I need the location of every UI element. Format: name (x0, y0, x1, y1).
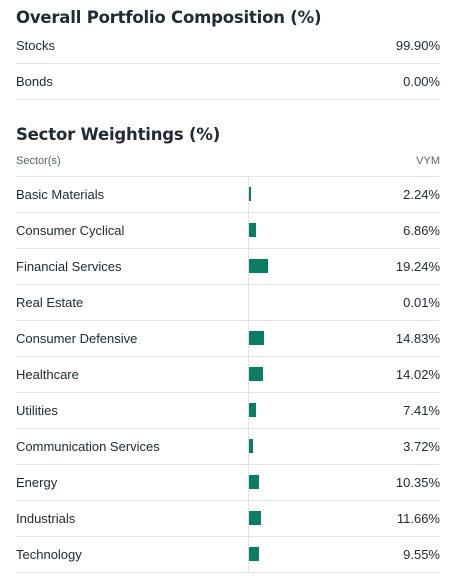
sector-row: Technology 9.55% (16, 537, 440, 573)
sector-row: Financial Services 19.24% (16, 249, 440, 285)
sector-label: Consumer Defensive (16, 331, 138, 346)
sector-bar-track (248, 321, 349, 356)
sector-bar (249, 511, 261, 525)
sector-bar-track (248, 537, 349, 572)
sector-bar (249, 367, 264, 381)
sector-bar-track (248, 285, 349, 320)
sector-row: Consumer Defensive 14.83% (16, 321, 440, 357)
sector-bar-track (248, 393, 349, 428)
sector-bar (249, 403, 257, 417)
sector-label: Utilities (16, 403, 58, 418)
sector-value: 3.72% (403, 439, 440, 454)
sector-bar-track (248, 213, 349, 248)
sector-row: Energy 10.35% (16, 465, 440, 501)
sector-row: Utilities 7.41% (16, 393, 440, 429)
sector-label: Technology (16, 547, 82, 562)
sector-value: 0.01% (403, 295, 440, 310)
sector-bar (249, 547, 259, 561)
composition-label: Bonds (16, 74, 53, 89)
sector-value: 11.66% (396, 511, 440, 526)
sector-value: 10.35% (395, 475, 440, 490)
sector-table-header: Sector(s) VYM (16, 151, 440, 177)
sector-label: Energy (16, 475, 58, 490)
composition-label: Stocks (16, 38, 56, 53)
sector-label: Healthcare (16, 367, 79, 382)
sector-value: 14.83% (395, 331, 440, 346)
sector-bar-track (248, 465, 349, 500)
sector-bar (249, 187, 252, 201)
sector-label: Industrials (16, 511, 76, 526)
sector-bar-track (248, 177, 349, 212)
sector-row: Consumer Cyclical 6.86% (16, 213, 440, 249)
sector-bar-track (248, 429, 349, 464)
composition-value: 0.00% (403, 74, 440, 89)
sector-value: 14.02% (395, 367, 440, 382)
sector-bar-track (248, 357, 349, 392)
composition-value: 99.90% (395, 38, 440, 53)
sector-weightings-table: Basic Materials 2.24% Consumer Cyclical 6.8… (16, 177, 440, 573)
portfolio-composition-table: Stocks 99.90% Bonds 0.00% (16, 28, 440, 100)
composition-row-bonds: Bonds 0.00% (16, 64, 440, 100)
sector-label: Financial Services (16, 259, 122, 274)
sector-label: Real Estate (16, 295, 84, 310)
sector-row: Basic Materials 2.24% (16, 177, 440, 213)
sector-value: 9.55% (403, 547, 440, 562)
sector-bar (249, 331, 264, 345)
sector-label: Consumer Cyclical (16, 223, 125, 238)
sector-weightings-title: Sector Weightings (%) (16, 125, 221, 144)
portfolio-composition-title: Overall Portfolio Composition (%) (16, 8, 322, 27)
sector-bar-track (248, 501, 349, 536)
sector-value: 6.86% (403, 223, 440, 238)
sector-bar (249, 439, 253, 453)
sector-value: 7.41% (403, 403, 440, 418)
sector-row: Real Estate 0.01% (16, 285, 440, 321)
sector-label: Communication Services (16, 439, 160, 454)
column-header-fund: VYM (416, 155, 440, 167)
sector-bar (249, 475, 260, 489)
sector-row: Industrials 11.66% (16, 501, 440, 537)
sector-row: Communication Services 3.72% (16, 429, 440, 465)
sector-bar (249, 223, 256, 237)
sector-bar (249, 259, 269, 273)
composition-row-stocks: Stocks 99.90% (16, 28, 440, 64)
sector-row: Healthcare 14.02% (16, 357, 440, 393)
sector-value: 19.24% (395, 259, 440, 274)
sector-bar-track (248, 249, 349, 284)
sector-label: Basic Materials (16, 187, 105, 202)
sector-value: 2.24% (403, 187, 440, 202)
column-header-sectors: Sector(s) (16, 155, 61, 167)
